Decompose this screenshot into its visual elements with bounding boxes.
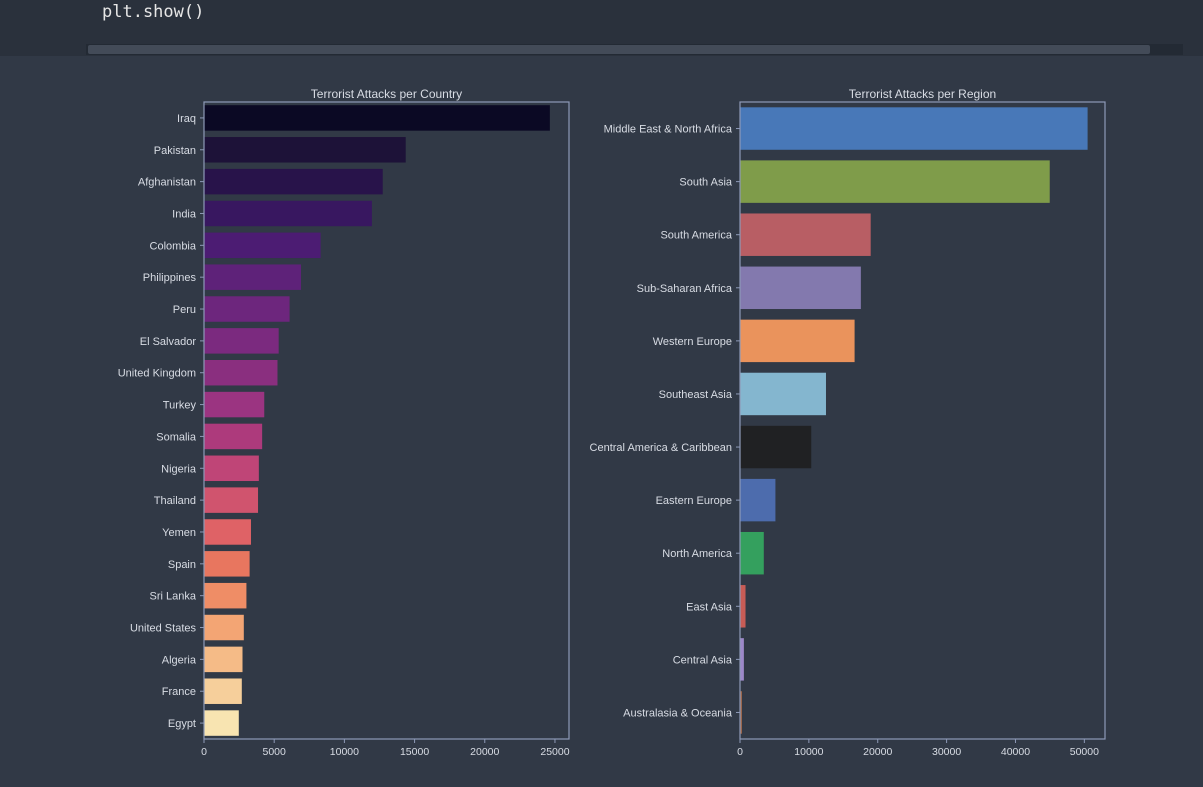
region-bar-north-america xyxy=(740,531,764,575)
region-category-label: Southeast Asia xyxy=(659,389,733,401)
country-category-label: Peru xyxy=(173,304,196,316)
country-category-label: France xyxy=(162,686,196,698)
country-category-label: United Kingdom xyxy=(118,368,196,380)
code-line: plt.show() xyxy=(102,2,205,22)
region-xtick-label: 50000 xyxy=(1070,746,1099,758)
country-category-label: India xyxy=(172,208,197,220)
region-xtick-label: 20000 xyxy=(863,746,892,758)
country-axes-frame xyxy=(203,101,570,740)
country-category-label: Egypt xyxy=(168,718,196,730)
country-bar-yemen xyxy=(204,519,251,545)
region-chart: Terrorist Attacks per Region Middle East … xyxy=(590,87,1106,758)
country-category-label: Algeria xyxy=(162,654,197,666)
country-bar-afghanistan xyxy=(204,168,383,195)
country-category-label: Thailand xyxy=(154,495,196,507)
country-category-label: Turkey xyxy=(163,400,197,412)
country-xtick-label: 0 xyxy=(201,746,207,758)
region-category-label: North America xyxy=(662,548,733,560)
region-category-label: South Asia xyxy=(679,177,732,189)
region-category-label: Central Asia xyxy=(673,654,733,666)
country-category-label: Philippines xyxy=(143,272,197,284)
country-bar-peru xyxy=(204,296,290,322)
country-bar-el-salvador xyxy=(204,328,279,354)
region-category-label: Sub-Saharan Africa xyxy=(637,283,733,295)
country-category-label: Somalia xyxy=(156,431,197,443)
region-category-label: South America xyxy=(660,230,732,242)
country-bar-algeria xyxy=(204,646,243,673)
country-bar-egypt xyxy=(204,710,239,736)
country-xtick-label: 5000 xyxy=(263,746,287,758)
region-category-label: East Asia xyxy=(686,601,733,613)
country-chart-title: Terrorist Attacks per Country xyxy=(311,87,462,101)
region-bar-australasia-and-oceania xyxy=(740,691,742,734)
region-category-label: Central America & Caribbean xyxy=(590,442,732,454)
country-category-label: Pakistan xyxy=(154,145,196,157)
region-bar-western-europe xyxy=(740,319,855,363)
code-cell[interactable]: plt.show() xyxy=(0,0,1203,56)
country-bar-iraq xyxy=(204,105,550,131)
region-bar-south-america xyxy=(740,213,871,256)
region-bar-sub-saharan-africa xyxy=(740,266,861,310)
country-bar-france xyxy=(204,678,242,704)
country-xtick-label: 25000 xyxy=(540,746,569,758)
region-xtick-label: 10000 xyxy=(794,746,823,758)
region-bar-central-asia xyxy=(740,638,744,681)
region-category-label: Eastern Europe xyxy=(656,495,732,507)
region-xtick-label: 0 xyxy=(737,746,743,758)
region-bar-central-america-and-caribbean xyxy=(740,425,812,469)
country-bar-nigeria xyxy=(204,455,259,482)
country-category-label: Spain xyxy=(168,559,196,571)
country-bar-spain xyxy=(204,551,250,577)
country-bar-united-states xyxy=(204,614,244,641)
country-xtick-label: 15000 xyxy=(400,746,429,758)
region-category-label: Middle East & North Africa xyxy=(604,124,733,136)
region-bar-eastern-europe xyxy=(740,478,776,522)
country-bar-somalia xyxy=(204,423,263,450)
country-bar-colombia xyxy=(204,232,321,259)
country-bar-turkey xyxy=(204,391,265,418)
region-axes-frame xyxy=(739,101,1106,740)
country-bar-philippines xyxy=(204,264,301,290)
country-category-label: Colombia xyxy=(150,240,197,252)
country-category-label: El Salvador xyxy=(140,336,197,348)
region-xtick-label: 30000 xyxy=(932,746,961,758)
region-bar-east-asia xyxy=(740,585,746,628)
country-category-label: Yemen xyxy=(162,527,196,539)
region-xtick-label: 40000 xyxy=(1001,746,1030,758)
country-bar-united-kingdom xyxy=(204,359,278,386)
country-category-label: Nigeria xyxy=(161,463,197,475)
output-area: Terrorist Attacks per Country Iraq Pakista… xyxy=(0,56,1203,787)
country-bar-thailand xyxy=(204,487,259,513)
country-category-label: United States xyxy=(130,623,197,635)
horizontal-scrollbar-thumb[interactable] xyxy=(88,45,1150,54)
country-category-label: Iraq xyxy=(177,113,196,125)
country-bar-india xyxy=(204,200,372,227)
country-bar-pakistan xyxy=(204,137,406,163)
charts-figure: Terrorist Attacks per Country Iraq Pakista… xyxy=(118,87,1106,758)
region-category-label: Western Europe xyxy=(653,336,732,348)
country-category-label: Sri Lanka xyxy=(150,591,197,603)
country-xtick-label: 20000 xyxy=(470,746,499,758)
region-bar-south-asia xyxy=(740,160,1050,203)
country-category-label: Afghanistan xyxy=(138,177,196,189)
region-bar-middle-east-and-north-africa xyxy=(740,107,1088,150)
region-chart-title: Terrorist Attacks per Region xyxy=(849,87,996,101)
region-bar-southeast-asia xyxy=(740,372,826,416)
country-bar-sri-lanka xyxy=(204,582,247,609)
country-xtick-label: 10000 xyxy=(330,746,359,758)
country-chart: Terrorist Attacks per Country Iraq Pakista… xyxy=(118,87,570,758)
region-category-label: Australasia & Oceania xyxy=(623,707,733,719)
